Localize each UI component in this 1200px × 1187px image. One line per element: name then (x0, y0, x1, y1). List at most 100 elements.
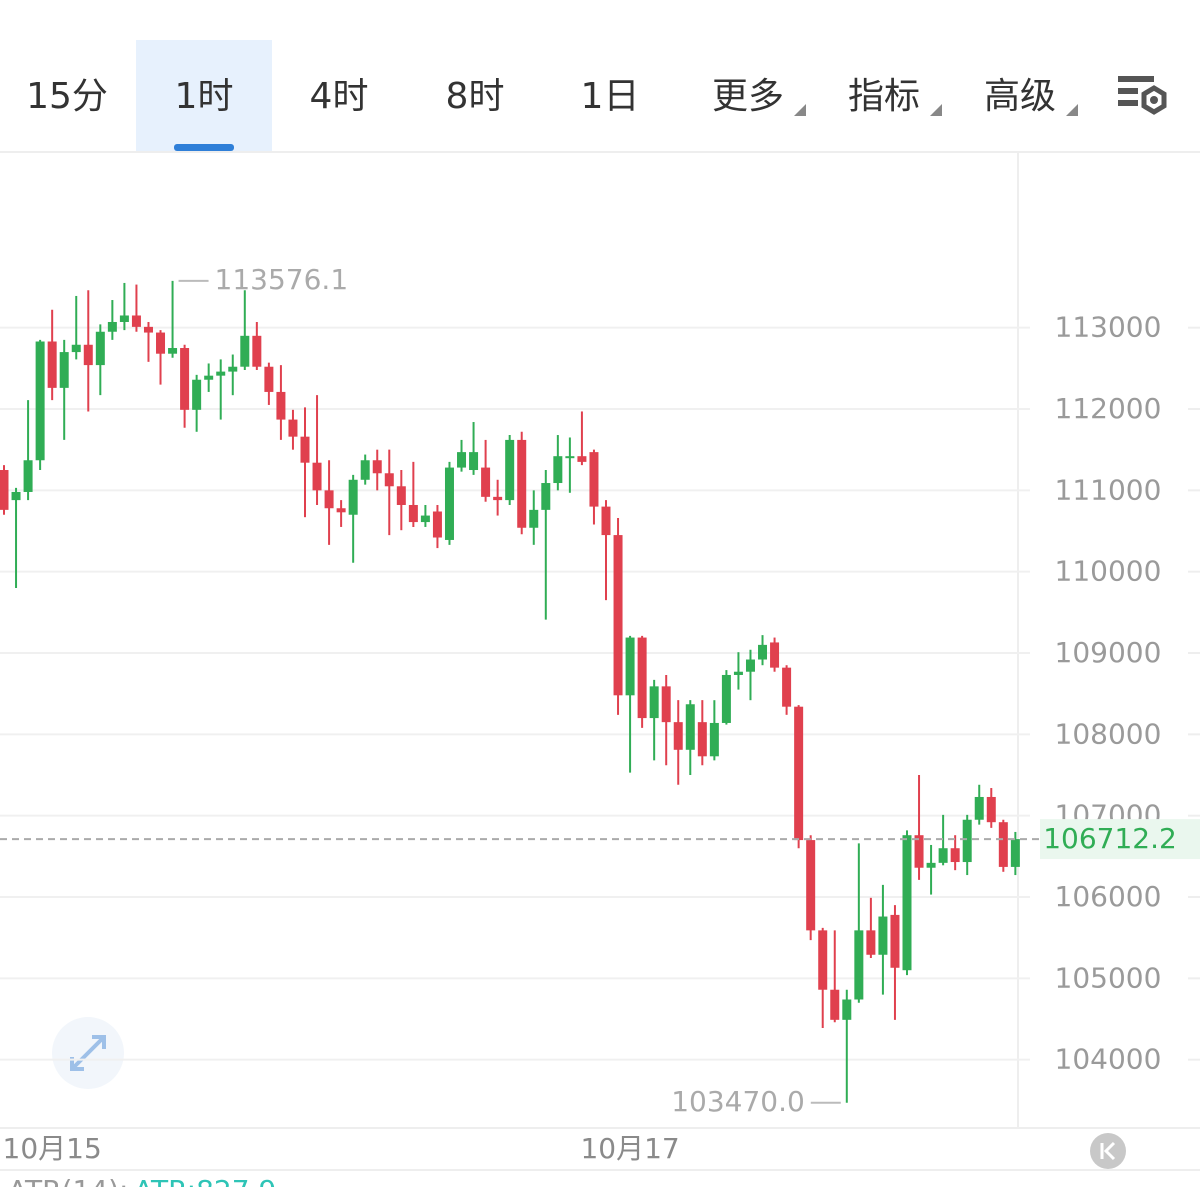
candle-body (384, 473, 394, 487)
candle-body (83, 344, 93, 366)
candle-body (47, 341, 57, 388)
candle-body (950, 848, 960, 863)
tab-label[interactable]: 1时 (175, 76, 234, 117)
tab-label[interactable]: 高级 (984, 76, 1056, 117)
candle-body (517, 439, 527, 528)
candle-body (794, 706, 804, 841)
candle-body (336, 508, 346, 513)
candle-body (119, 315, 129, 322)
candle-body (348, 479, 358, 515)
candle-body (613, 535, 623, 696)
candle-body (818, 930, 828, 990)
candle-body (589, 452, 599, 507)
candle-body (890, 914, 900, 968)
candle-body (300, 436, 310, 463)
candle-body (866, 930, 876, 955)
candle-body (878, 916, 888, 955)
candle-body (288, 419, 298, 437)
y-tick-label: 111000 (1055, 473, 1162, 506)
candle-body (553, 456, 563, 484)
candle-body (276, 391, 286, 420)
candle-body (661, 686, 671, 723)
candle-body (324, 490, 334, 509)
candle-body (529, 509, 539, 528)
candle-body (11, 491, 21, 501)
candle-body (228, 366, 238, 372)
y-tick-label: 105000 (1055, 961, 1162, 994)
annotation-label: 113576.1 (215, 263, 349, 296)
candle-body (469, 452, 479, 471)
menu-arrow (794, 104, 806, 116)
candle-body (493, 496, 503, 501)
candle-body (23, 460, 33, 492)
candle-body (938, 848, 948, 863)
candle-body (457, 452, 467, 468)
tab-label[interactable]: 4时 (310, 76, 369, 117)
x-tick-label: 10月17 (580, 1132, 679, 1165)
x-tick-label: 10月15 (3, 1132, 102, 1165)
indicator-value: ATR:827.9 (134, 1174, 276, 1187)
tab-label[interactable]: 指标 (848, 76, 920, 117)
candle-body (240, 335, 250, 367)
candle-body (204, 375, 214, 380)
expand-button[interactable] (52, 1017, 124, 1089)
candle-body (709, 722, 719, 757)
y-tick-label: 109000 (1055, 636, 1162, 669)
candle-body (758, 644, 768, 660)
candle-body (998, 822, 1008, 867)
tab-label[interactable]: 8时 (446, 76, 505, 117)
candle-body (180, 348, 190, 410)
y-tick-label: 106000 (1055, 880, 1162, 913)
candle-body (902, 835, 912, 971)
active-tab-bg (136, 40, 272, 151)
active-tab-indicator (174, 144, 234, 151)
candle-body (842, 999, 852, 1020)
candle-body (131, 315, 141, 327)
candle-body (360, 460, 370, 480)
tab-label[interactable]: 1日 (581, 76, 640, 117)
y-tick-label: 110000 (1055, 555, 1162, 588)
candle-body (252, 335, 262, 367)
candle-body (962, 819, 972, 863)
candle-body (733, 671, 743, 675)
menu-arrow (930, 104, 942, 116)
menu-arrow (1066, 104, 1078, 116)
annotation-label: 103470.0 (671, 1085, 805, 1118)
candle-body (974, 796, 984, 820)
settings-icon[interactable] (1118, 76, 1167, 115)
y-tick-label: 104000 (1055, 1043, 1162, 1076)
candle-body (156, 332, 166, 354)
candle-body (830, 989, 840, 1020)
candle-body (143, 326, 153, 333)
candle-body (35, 341, 45, 461)
candle-body (673, 722, 683, 750)
scroll-latest-button[interactable] (1090, 1133, 1126, 1169)
candle-body (408, 504, 418, 523)
candle-body (721, 674, 731, 723)
candle-body (312, 462, 322, 491)
indicator-name: ATR(14): (8, 1174, 128, 1187)
y-tick-label: 113000 (1055, 311, 1162, 344)
y-tick-label: 108000 (1055, 717, 1162, 750)
candle-body (1010, 839, 1020, 867)
y-tick-label: 112000 (1055, 392, 1162, 425)
candle-body (420, 515, 430, 523)
candle-body (396, 486, 406, 505)
candle-body (444, 467, 454, 540)
candle-body (481, 467, 491, 497)
candle-body (854, 930, 864, 1000)
candle-body (806, 840, 816, 931)
candle-body (372, 460, 382, 474)
candle-body (59, 352, 69, 388)
candle-body (264, 366, 274, 392)
candle-body (637, 637, 647, 719)
candle-body (914, 835, 924, 868)
candle-body (95, 331, 105, 366)
tab-label[interactable]: 更多 (712, 76, 784, 117)
candle-body (625, 637, 635, 696)
candle-body (541, 483, 551, 510)
tab-label[interactable]: 15分 (26, 76, 108, 117)
candle-body (71, 344, 81, 353)
